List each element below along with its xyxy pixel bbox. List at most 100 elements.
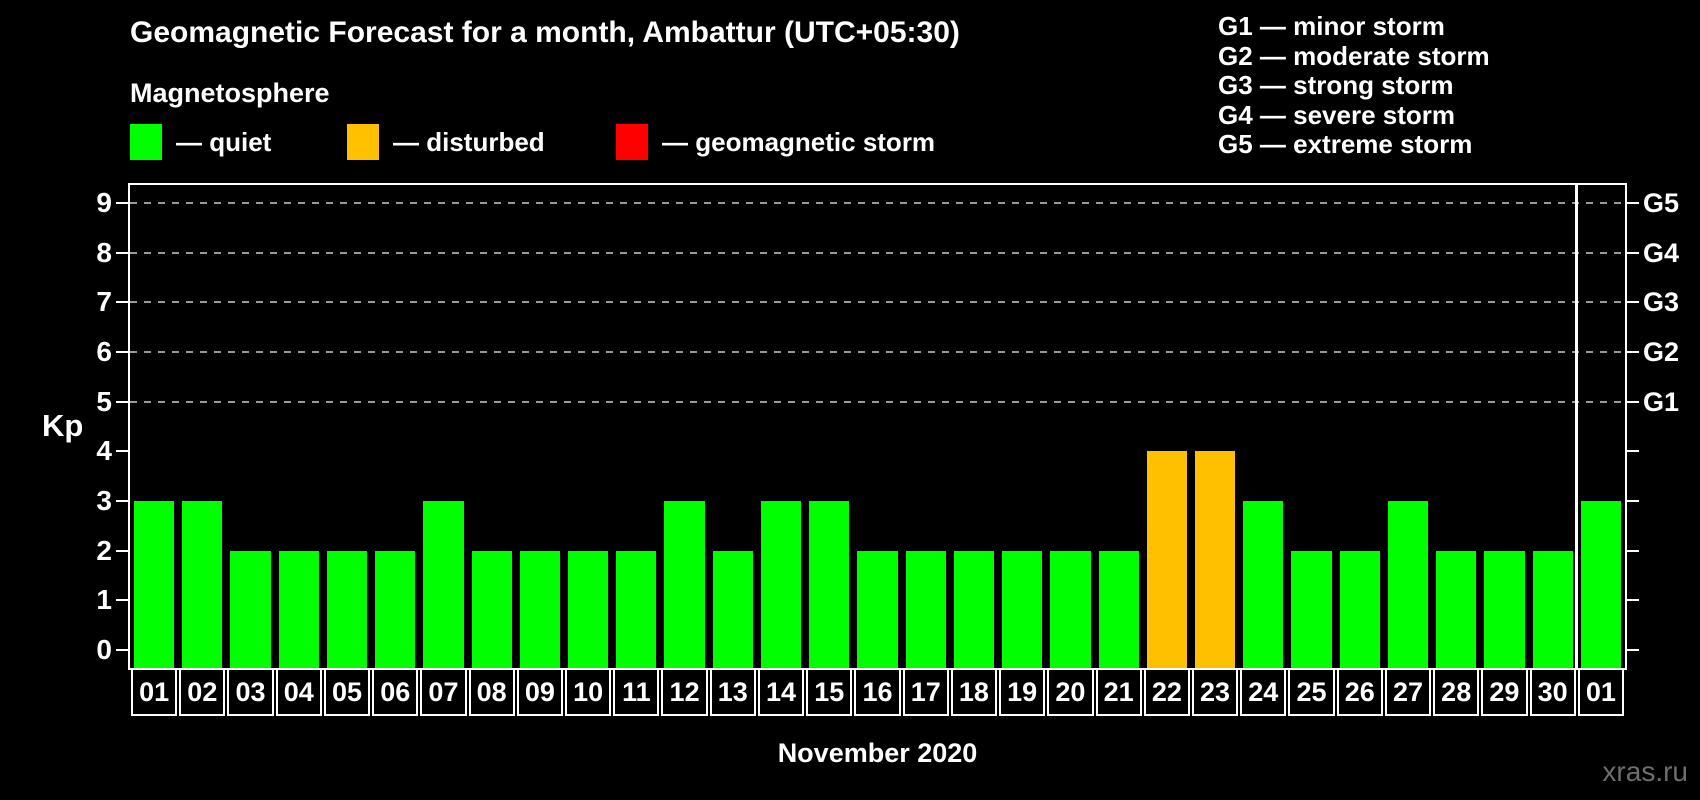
right-axis-tick <box>1625 201 1639 204</box>
storm-label: — geomagnetic storm <box>662 126 936 157</box>
y-axis-tick <box>116 649 130 651</box>
kp-bar-day-13 <box>712 550 753 668</box>
y-axis-tick <box>116 499 130 502</box>
kp-bar-day-15 <box>809 500 850 668</box>
kp-bar-day-11 <box>616 550 657 668</box>
y-tick-label-3: 3 <box>96 484 112 516</box>
day-label-06: 06 <box>372 668 419 716</box>
kp-bar-day-29 <box>1484 550 1525 668</box>
kp-bar-day-09 <box>519 550 561 668</box>
gridline-kp7 <box>130 301 1625 304</box>
magnetosphere-label: Magnetosphere <box>130 78 330 108</box>
day-label-22: 22 <box>1143 668 1190 716</box>
kp-bar-day-07 <box>423 500 464 668</box>
kp-bar-day-04 <box>278 550 319 668</box>
y-tick-label-9: 9 <box>96 186 112 218</box>
kp-bar-day-27 <box>1387 500 1429 668</box>
legend-item-disturbed: — disturbed <box>347 122 545 162</box>
y-tick-label-0: 0 <box>96 634 112 665</box>
kp-bar-day-14 <box>760 500 802 668</box>
day-label-08: 08 <box>468 668 515 716</box>
chart-title: Geomagnetic Forecast for a month, Ambatt… <box>130 16 960 49</box>
day-label-10: 10 <box>565 668 612 716</box>
quiet-label: — quiet <box>176 126 272 157</box>
y-axis-tick <box>116 450 130 453</box>
right-axis-tick <box>1625 450 1639 453</box>
right-axis-tick <box>1625 400 1639 403</box>
storm-scale-item: G4 — severe storm <box>1218 99 1456 130</box>
day-label-09: 09 <box>516 668 564 716</box>
day-label-26: 26 <box>1336 668 1383 716</box>
day-label-01: 01 <box>131 668 178 716</box>
gridline-kp9 <box>130 201 1625 204</box>
kp-bar-day-08 <box>471 550 512 668</box>
kp-bar-day-02 <box>182 500 223 668</box>
right-axis-tick <box>1625 251 1639 254</box>
gridline-kp6 <box>130 350 1625 353</box>
y-axis-tick <box>116 301 130 304</box>
right-axis-tick <box>1625 499 1639 502</box>
day-label-27: 27 <box>1384 668 1432 716</box>
kp-bar-day-20 <box>1050 550 1091 668</box>
right-axis-tick <box>1625 549 1639 552</box>
y-tick-label-6: 6 <box>96 335 112 367</box>
kp-bar-day-01 <box>1580 500 1621 668</box>
month-separator-line <box>1575 185 1579 668</box>
storm-scale-item: G2 — moderate storm <box>1218 40 1490 71</box>
right-axis-tick <box>1625 649 1639 651</box>
y-axis-tick <box>116 251 130 254</box>
kp-bar-day-22 <box>1146 451 1187 668</box>
disturbed-label: — disturbed <box>393 126 545 157</box>
day-label-01: 01 <box>1577 668 1624 716</box>
right-axis-tick <box>1625 350 1639 353</box>
day-label-21: 21 <box>1095 668 1142 716</box>
day-label-18: 18 <box>950 668 998 716</box>
x-axis-title: November 2020 <box>777 738 978 768</box>
quiet-color-swatch <box>130 124 162 160</box>
legend-item-storm: — geomagnetic storm <box>616 122 935 162</box>
g-scale-label-G1: G1 <box>1643 386 1680 417</box>
right-axis-tick <box>1625 599 1639 602</box>
kp-bar-day-16 <box>857 550 898 668</box>
y-axis-title: Kp <box>42 408 84 443</box>
g-scale-label-G4: G4 <box>1643 237 1680 268</box>
storm-scale-item: G1 — minor storm <box>1218 11 1445 41</box>
g-scale-label-G3: G3 <box>1643 287 1680 318</box>
kp-bar-day-05 <box>326 550 368 668</box>
day-label-14: 14 <box>757 668 805 716</box>
y-tick-label-7: 7 <box>96 286 112 318</box>
day-label-07: 07 <box>420 668 467 716</box>
day-label-28: 28 <box>1433 668 1480 716</box>
y-tick-label-4: 4 <box>96 435 112 467</box>
day-label-17: 17 <box>902 668 949 716</box>
day-label-25: 25 <box>1288 668 1335 716</box>
kp-bar-day-06 <box>375 550 416 668</box>
day-label-15: 15 <box>806 668 853 716</box>
kp-bar-day-25 <box>1291 550 1332 668</box>
y-axis-tick <box>116 549 130 552</box>
kp-bar-day-03 <box>230 550 271 668</box>
day-label-30: 30 <box>1529 668 1576 716</box>
storm-color-swatch <box>616 124 648 160</box>
day-label-29: 29 <box>1481 668 1528 716</box>
y-tick-label-2: 2 <box>96 534 112 566</box>
y-tick-label-1: 1 <box>96 584 112 616</box>
g-scale-label-G5: G5 <box>1643 187 1680 218</box>
kp-bar-day-26 <box>1339 550 1380 668</box>
kp-bar-day-17 <box>905 550 946 668</box>
day-label-04: 04 <box>275 668 322 716</box>
legend-item-quiet: — quiet <box>130 122 271 162</box>
day-label-19: 19 <box>999 668 1046 716</box>
kp-bar-day-30 <box>1532 550 1573 668</box>
kp-bar-day-01 <box>134 500 175 668</box>
kp-bar-day-10 <box>568 550 609 668</box>
g-scale-label-G2: G2 <box>1643 336 1680 367</box>
y-tick-label-5: 5 <box>96 385 112 417</box>
kp-bar-day-19 <box>1002 550 1043 668</box>
day-label-11: 11 <box>613 668 660 716</box>
watermark: xras.ru <box>1602 756 1688 787</box>
right-axis-tick <box>1625 301 1639 304</box>
day-label-13: 13 <box>709 668 756 716</box>
y-axis-tick <box>116 599 130 602</box>
